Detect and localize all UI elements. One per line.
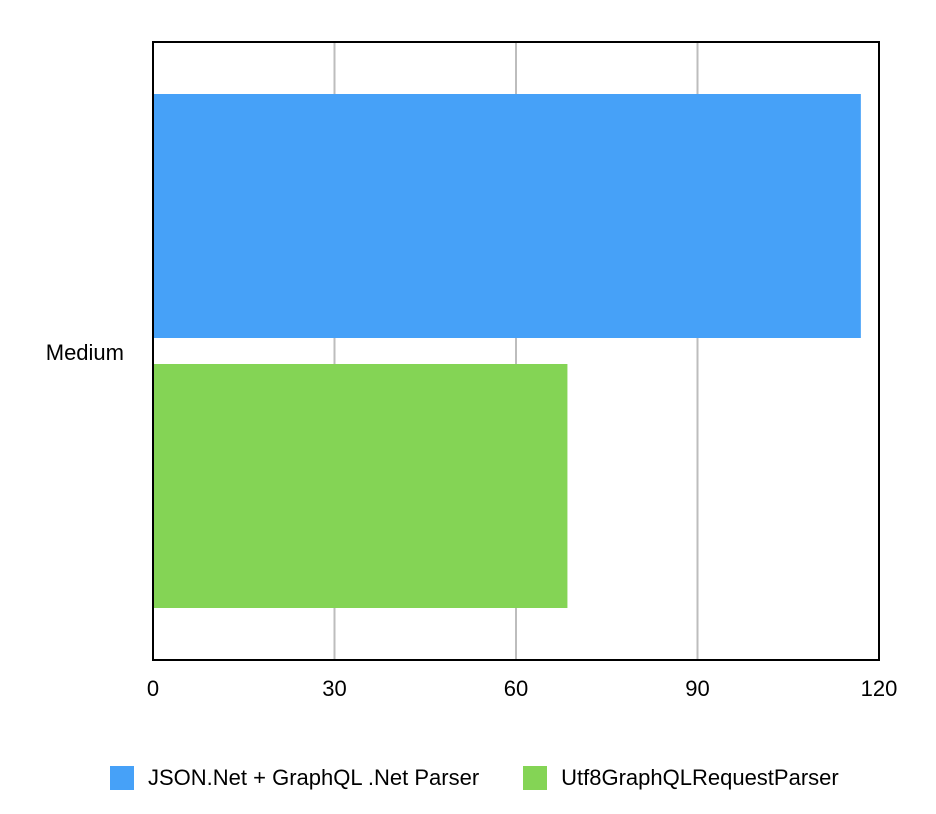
legend-label-utf8-graphql-request-parser: Utf8GraphQLRequestParser — [561, 765, 839, 790]
legend-item-json-net-graphql-parser: JSON.Net + GraphQL .Net Parser — [110, 765, 479, 791]
plot-frame — [152, 41, 880, 661]
legend: JSON.Net + GraphQL .Net Parser Utf8GraphQ… — [110, 762, 839, 794]
x-axis-ticks: 0 30 60 90 120 — [147, 676, 897, 701]
legend-item-utf8-graphql-request-parser: Utf8GraphQLRequestParser — [523, 765, 839, 791]
category-label-medium: Medium — [46, 340, 124, 365]
legend-swatch-utf8-graphql-request-parser — [523, 766, 548, 790]
x-tick-label-60: 60 — [504, 676, 528, 701]
x-tick-label-120: 120 — [861, 676, 898, 701]
x-tick-label-0: 0 — [147, 676, 159, 701]
x-tick-label-90: 90 — [685, 676, 709, 701]
legend-label-json-net-graphql-parser: JSON.Net + GraphQL .Net Parser — [148, 765, 480, 790]
bar-chart: 0 30 60 90 120 Medium — [46, 41, 897, 701]
x-tick-label-30: 30 — [322, 676, 346, 701]
bars — [153, 94, 861, 608]
bar-json-net-graphql-parser-medium — [153, 94, 861, 338]
y-axis-categories: Medium — [46, 340, 124, 365]
legend-swatch-json-net-graphql-parser — [110, 766, 134, 790]
bar-utf8-graphql-request-parser-medium — [153, 364, 568, 608]
